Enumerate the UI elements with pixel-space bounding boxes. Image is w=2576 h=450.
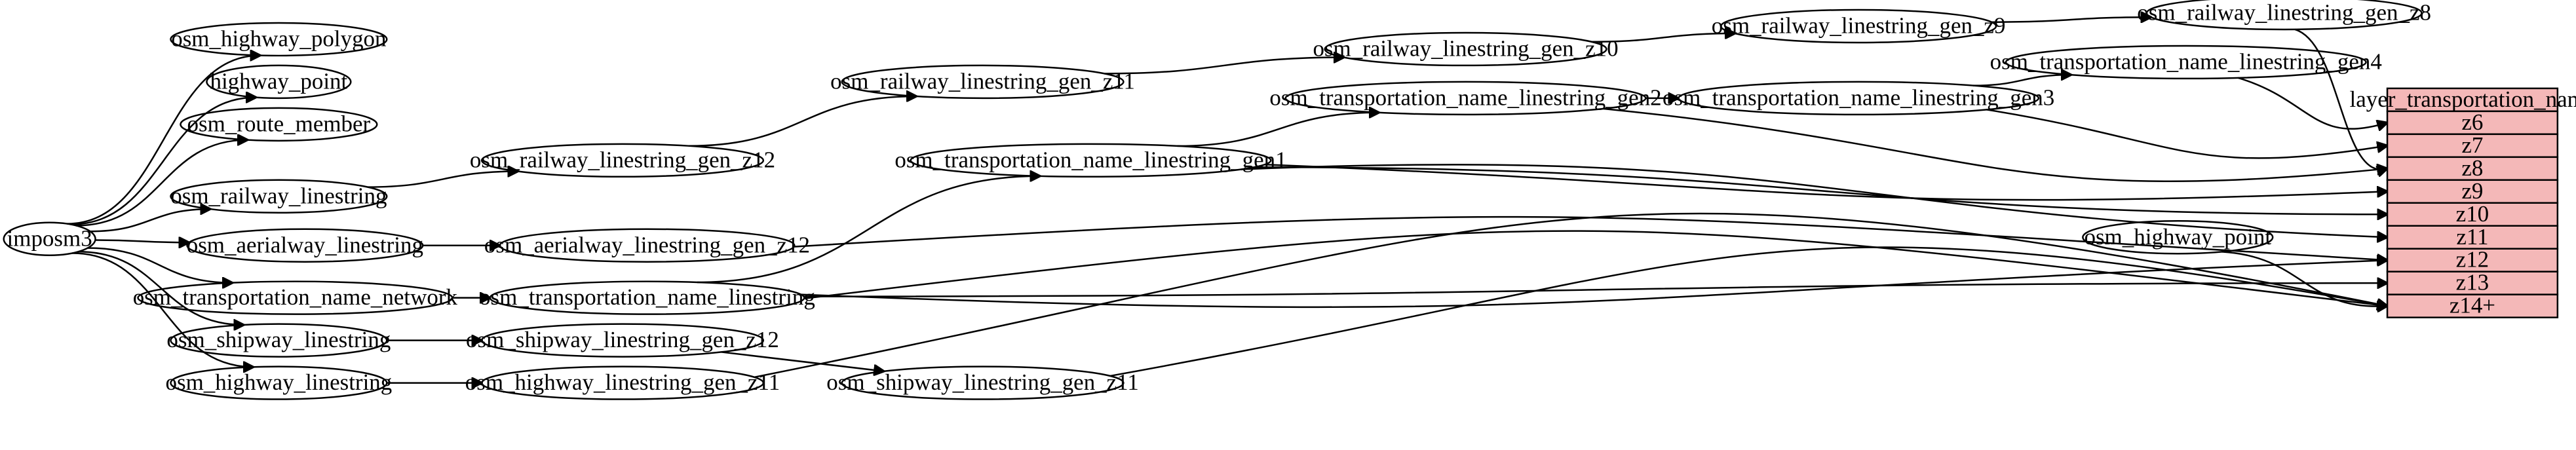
- edge: [1178, 113, 1379, 146]
- graph-node-label: osm_railway_linestring_gen_z9: [1712, 13, 2006, 39]
- graph-node-label: osm_railway_linestring_gen_z11: [830, 68, 1135, 94]
- graph-node-label: osm_railway_linestring_gen_z12: [470, 147, 775, 172]
- edge-to-table: [1110, 247, 2387, 375]
- graph-node: osm_railway_linestring_gen_z12: [470, 144, 775, 177]
- edge-to-table: [803, 283, 2387, 296]
- graph-node: osm_transportation_name_network: [133, 282, 458, 314]
- table-header-cell: [2387, 88, 2558, 111]
- graph-node: osm_transportation_name_linestring_gen2: [1269, 82, 1661, 115]
- graph-node-label: osm_railway_linestring_gen_z10: [1313, 35, 1618, 61]
- graph-node-label: osm_transportation_name_linestring: [479, 284, 815, 310]
- graph-node: osm_aerialway_linestring: [187, 229, 423, 262]
- graph-node: osm_highway_linestring: [165, 367, 392, 400]
- graph-node-label: osm_railway_linestring_gen_z8: [2137, 0, 2431, 26]
- graph-node: osm_transportation_name_linestring_gen3: [1663, 82, 2054, 115]
- graph-node-label: osm_route_member: [187, 111, 371, 136]
- graph-node-label: osm_transportation_name_linestring_gen2: [1269, 84, 1661, 110]
- graph-node-label: highway_point: [210, 68, 347, 94]
- table-row-cell: [2387, 272, 2558, 295]
- edge: [72, 253, 254, 367]
- edge: [368, 172, 518, 187]
- table-row-cell: [2387, 249, 2558, 272]
- edge-to-table: [2238, 78, 2387, 129]
- graph-node: osm_transportation_name_linestring_gen1: [894, 144, 1286, 177]
- graph-node-label: osm_shipway_linestring: [166, 327, 391, 352]
- edge: [1592, 33, 1735, 42]
- edge-to-table: [1254, 167, 2387, 214]
- graph-node: osm_shipway_linestring: [166, 324, 391, 357]
- table-row-cell: [2387, 111, 2558, 134]
- table-row-cell: [2387, 295, 2558, 318]
- edge: [79, 252, 244, 325]
- graph-node: osm_route_member: [180, 108, 377, 141]
- edge: [88, 248, 233, 283]
- graph-node: osm_railway_linestring_gen_z9: [1712, 10, 2006, 43]
- graph-node: osm_shipway_linestring_gen_z12: [466, 324, 779, 357]
- graph-node-label: osm_transportation_name_linestring_gen3: [1663, 84, 2054, 110]
- graph-node: osm_railway_linestring_gen_z11: [830, 66, 1135, 98]
- graph-node: osm_shipway_linestring_gen_z11: [826, 367, 1139, 400]
- dependency-graph: layer_transportation_namez6z7z8z9z10z11z…: [0, 0, 2576, 450]
- edge: [67, 56, 260, 224]
- edge-to-table: [1987, 109, 2387, 158]
- edge: [1104, 58, 1344, 74]
- graph-node-label: osm_transportation_name_linestring_gen1: [894, 147, 1286, 172]
- graph-node: imposm3: [4, 223, 96, 255]
- table-row-cell: [2387, 180, 2558, 203]
- edge-to-table: [754, 214, 2387, 377]
- graph-node-label: osm_highway_point: [2084, 224, 2271, 250]
- graph-node: highway_point: [206, 66, 351, 98]
- edge: [697, 176, 1040, 282]
- graph-node: osm_transportation_name_linestring: [479, 282, 815, 314]
- graph-node: osm_railway_linestring: [170, 180, 387, 213]
- graph-node: osm_railway_linestring_gen_z10: [1313, 33, 1618, 66]
- graph-node-label: osm_aerialway_linestring: [187, 232, 423, 257]
- edge: [95, 240, 189, 243]
- graph-node-label: osm_highway_linestring: [165, 369, 392, 395]
- graph-node: osm_aerialway_linestring_gen_z12: [484, 229, 810, 262]
- table-row-cell: [2387, 157, 2558, 180]
- table-row-cell: [2387, 134, 2558, 157]
- edge-to-table: [1604, 109, 2387, 181]
- graph-node: osm_railway_linestring_gen_z8: [2137, 0, 2431, 29]
- graph-node: osm_highway_linestring_gen_z11: [465, 367, 780, 400]
- graph-node-label: osm_railway_linestring: [170, 183, 387, 208]
- edge: [1991, 17, 2151, 22]
- edge: [689, 96, 917, 146]
- edge: [1973, 75, 2071, 85]
- table-row-cell: [2387, 203, 2558, 226]
- graph-node-label: osm_highway_polygon: [171, 26, 386, 51]
- graph-node-label: imposm3: [7, 225, 92, 251]
- graph-node: osm_highway_polygon: [170, 23, 387, 56]
- edge: [71, 98, 256, 225]
- table-row-cell: [2387, 226, 2558, 249]
